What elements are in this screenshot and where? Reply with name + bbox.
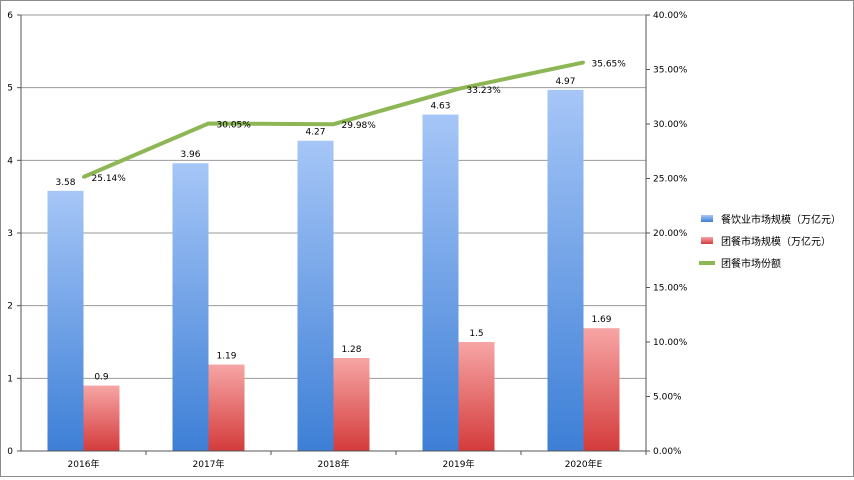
y-right-tick-label: 0.00%: [653, 447, 682, 457]
share-point: [457, 87, 460, 91]
bar-data-label: 4.27: [305, 128, 325, 138]
share-point: [582, 60, 585, 64]
y-right-tick-label: 5.00%: [653, 393, 682, 403]
y-left-tick-label: 5: [7, 84, 13, 94]
bar-catering-market: [547, 89, 584, 451]
bar-data-label: 1.69: [591, 315, 611, 325]
bar-group-meal-market: [333, 357, 370, 451]
legend-swatch: [701, 237, 713, 244]
line-data-label: 29.98%: [342, 121, 377, 131]
y-left-tick-label: 4: [7, 156, 13, 166]
y-right-tick-label: 20.00%: [653, 229, 688, 239]
bar-group-meal-market: [83, 385, 120, 451]
y-left-tick-label: 3: [7, 229, 13, 239]
y-left-tick-label: 6: [7, 11, 13, 21]
bar-data-label: 1.5: [469, 329, 483, 339]
share-point: [82, 175, 85, 179]
bar-catering-market: [47, 190, 84, 451]
bar-data-label: 3.58: [55, 178, 75, 188]
y-right-tick-label: 35.00%: [653, 66, 688, 76]
y-left-tick-label: 2: [7, 302, 13, 312]
line-data-label: 30.05%: [217, 120, 252, 130]
y-right-tick-label: 15.00%: [653, 284, 688, 294]
share-point: [207, 121, 210, 125]
y-left-tick-label: 1: [7, 374, 13, 384]
bar-data-label: 4.63: [430, 102, 450, 112]
bar-data-label: 0.9: [94, 373, 109, 383]
bar-catering-market: [422, 114, 459, 451]
y-right-tick-label: 10.00%: [653, 338, 688, 348]
y-right-tick-label: 25.00%: [653, 175, 688, 185]
bar-catering-market: [297, 140, 334, 452]
legend-label: 团餐市场规模（万亿元）: [721, 235, 831, 248]
x-tick-label: 2016年: [68, 458, 100, 470]
bar-data-label: 3.96: [180, 150, 200, 160]
y-right-tick-label: 30.00%: [653, 120, 688, 130]
bar-data-label: 1.19: [216, 352, 236, 362]
x-tick-label: 2017年: [193, 458, 225, 470]
x-tick-label: 2020年E: [565, 458, 603, 470]
y-right-tick-label: 40.00%: [653, 11, 688, 21]
bar-group-meal-market: [208, 364, 245, 451]
line-data-label: 33.23%: [467, 86, 502, 96]
legend-label: 餐饮业市场规模（万亿元）: [721, 213, 841, 226]
y-left-tick-label: 0: [7, 447, 13, 457]
line-data-label: 35.65%: [592, 59, 627, 69]
bar-group-meal-market: [583, 328, 620, 451]
bar-group-meal-market: [458, 342, 495, 451]
legend-swatch: [701, 215, 713, 222]
bar-data-label: 4.97: [555, 77, 575, 87]
line-data-label: 25.14%: [92, 174, 127, 184]
x-tick-label: 2019年: [443, 458, 475, 470]
legend-label: 团餐市场份额: [721, 257, 781, 270]
bar-data-label: 1.28: [341, 345, 361, 355]
share-point: [332, 122, 335, 126]
x-tick-label: 2018年: [318, 458, 350, 470]
bar-catering-market: [172, 163, 209, 452]
